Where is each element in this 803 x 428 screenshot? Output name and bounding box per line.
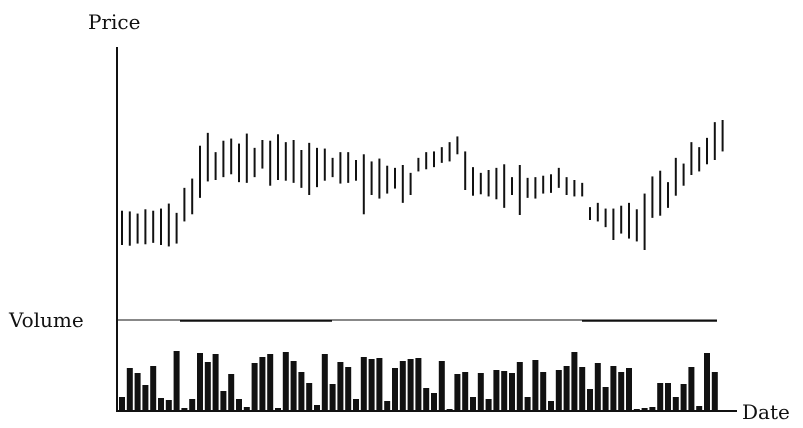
volume-bar bbox=[150, 366, 157, 411]
volume-bar bbox=[618, 372, 625, 411]
volume-bar bbox=[548, 401, 554, 411]
volume-bar bbox=[384, 401, 391, 411]
volume-bar bbox=[610, 366, 617, 411]
volume-bar bbox=[594, 363, 601, 411]
volume-bar bbox=[579, 367, 586, 411]
volume-bar bbox=[243, 407, 250, 411]
volume-bar bbox=[236, 399, 242, 411]
volume-bar bbox=[657, 383, 664, 411]
volume-bar bbox=[415, 358, 422, 411]
volume-bar bbox=[446, 409, 453, 411]
volume-bar bbox=[173, 351, 180, 411]
volume-bar bbox=[665, 383, 671, 411]
volume-bar bbox=[119, 397, 125, 411]
price-axis-label: Price bbox=[88, 10, 140, 34]
date-axis-label: Date bbox=[742, 400, 790, 424]
volume-bar bbox=[626, 368, 632, 411]
volume-axis-label: Volume bbox=[8, 308, 84, 332]
volume-bar bbox=[376, 358, 383, 411]
volume-bar bbox=[290, 361, 297, 411]
volume-bar bbox=[314, 405, 320, 411]
volume-bar bbox=[571, 352, 578, 411]
volume-bar bbox=[711, 372, 718, 411]
volume-bar bbox=[516, 362, 523, 411]
volume-bar bbox=[353, 399, 359, 411]
volume-bar bbox=[540, 372, 547, 411]
volume-bar bbox=[438, 361, 445, 411]
volume-bar bbox=[189, 399, 196, 411]
volume-bar bbox=[212, 354, 219, 411]
volume-bar bbox=[696, 406, 703, 411]
volume-bar bbox=[509, 373, 515, 411]
volume-bar bbox=[220, 391, 227, 411]
volume-bar bbox=[462, 372, 469, 411]
volume-bar bbox=[321, 354, 328, 411]
volume-bar bbox=[641, 408, 648, 411]
volume-bar bbox=[704, 353, 710, 411]
volume-bar bbox=[228, 374, 235, 411]
volume-bar bbox=[360, 357, 367, 411]
volume-bar bbox=[587, 389, 593, 411]
volume-bar bbox=[454, 374, 461, 411]
volume-bar bbox=[345, 367, 352, 411]
volume-bar bbox=[282, 352, 289, 411]
volume-bars bbox=[119, 351, 718, 411]
volume-bar bbox=[399, 361, 406, 411]
volume-bar bbox=[688, 367, 695, 411]
price-bars bbox=[121, 120, 724, 250]
volume-bar bbox=[142, 385, 149, 411]
volume-bar bbox=[602, 387, 609, 411]
volume-bar bbox=[158, 398, 164, 411]
volume-bar bbox=[337, 362, 344, 411]
volume-bar bbox=[267, 354, 274, 411]
volume-bar bbox=[126, 368, 133, 411]
volume-bar bbox=[368, 359, 375, 411]
volume-bar bbox=[470, 397, 476, 411]
volume-bar bbox=[649, 407, 656, 411]
volume-bar bbox=[423, 388, 430, 411]
volume-bar bbox=[680, 384, 687, 411]
volume-bar bbox=[672, 397, 679, 411]
volume-bar bbox=[407, 359, 414, 411]
volume-bar bbox=[259, 357, 266, 411]
volume-bar bbox=[633, 409, 640, 411]
volume-bar bbox=[493, 370, 500, 411]
volume-bar bbox=[524, 397, 531, 411]
volume-bar bbox=[485, 399, 492, 411]
volume-bar bbox=[204, 362, 211, 411]
volume-bar bbox=[431, 393, 437, 411]
volume-bar bbox=[251, 363, 258, 411]
volume-bar bbox=[329, 384, 336, 411]
volume-bar bbox=[275, 408, 281, 411]
volume-bar bbox=[197, 353, 203, 411]
volume-bar bbox=[501, 371, 508, 411]
volume-bar bbox=[306, 383, 313, 411]
volume-bar bbox=[555, 370, 562, 411]
volume-bar bbox=[532, 360, 539, 411]
volume-bar bbox=[563, 366, 570, 411]
volume-bar bbox=[165, 400, 172, 411]
volume-bar bbox=[392, 368, 398, 411]
volume-bar bbox=[298, 372, 305, 411]
volume-bar bbox=[477, 373, 484, 411]
volume-bar bbox=[181, 408, 188, 411]
volume-bar bbox=[134, 373, 141, 411]
